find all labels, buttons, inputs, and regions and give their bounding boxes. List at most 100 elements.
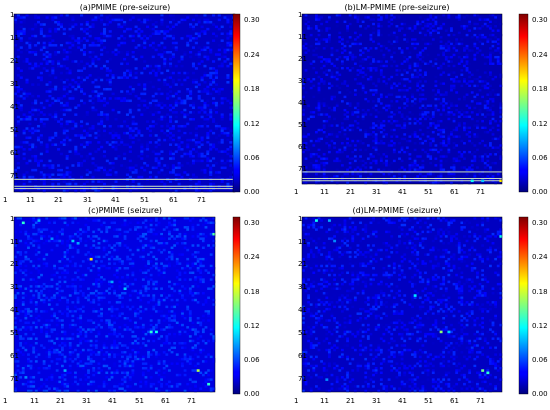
heatmap-cell bbox=[160, 235, 163, 238]
heatmap-cell bbox=[55, 303, 59, 306]
heatmap-cell bbox=[189, 94, 193, 98]
heatmap-cell bbox=[65, 104, 69, 107]
heatmap-cell bbox=[338, 29, 342, 32]
heatmap-cell bbox=[327, 33, 331, 37]
heatmap-cell bbox=[162, 292, 166, 295]
heatmap-cell bbox=[76, 353, 80, 356]
heatmap-cell bbox=[398, 168, 401, 171]
heatmap-cell bbox=[143, 108, 147, 112]
heatmap-cell bbox=[97, 134, 101, 137]
heatmap-cell bbox=[31, 113, 35, 116]
heatmap-cell bbox=[486, 175, 490, 178]
heatmap-cell bbox=[71, 37, 75, 40]
heatmap-cell bbox=[348, 51, 352, 54]
heatmap-cell bbox=[63, 280, 67, 284]
heatmap-cell bbox=[203, 74, 207, 77]
heatmap-cell bbox=[31, 155, 35, 158]
heatmap-cell bbox=[66, 255, 70, 259]
heatmap-cell bbox=[366, 25, 370, 28]
heatmap-cell bbox=[201, 360, 205, 363]
heatmap-cell bbox=[162, 237, 166, 240]
heatmap-cell bbox=[212, 87, 216, 91]
heatmap-cell bbox=[24, 310, 28, 313]
heatmap-cell bbox=[154, 99, 158, 103]
heatmap-cell bbox=[442, 131, 446, 134]
heatmap-cell bbox=[31, 101, 35, 105]
heatmap-cell bbox=[105, 69, 109, 72]
heatmap-cell bbox=[137, 175, 141, 179]
heatmap-cell bbox=[137, 182, 141, 186]
heatmap-cell bbox=[47, 235, 51, 238]
heatmap-cell bbox=[39, 134, 43, 137]
heatmap-cell bbox=[16, 120, 20, 123]
heatmap-cell bbox=[398, 124, 401, 127]
heatmap-cell bbox=[346, 172, 349, 176]
colorbar-tick-label: 0.24 bbox=[532, 51, 548, 59]
heatmap-cell bbox=[117, 41, 121, 45]
heatmap-cell bbox=[107, 367, 111, 370]
heatmap-cell bbox=[16, 64, 20, 68]
heatmap-cell bbox=[143, 99, 147, 103]
heatmap-cell bbox=[335, 104, 339, 107]
heatmap-cell bbox=[387, 144, 391, 147]
heatmap-cell bbox=[80, 81, 84, 84]
heatmap-cell bbox=[29, 289, 33, 293]
heatmap-cell bbox=[220, 141, 224, 144]
heatmap-cell bbox=[322, 102, 326, 105]
heatmap-cell bbox=[102, 27, 107, 31]
heatmap-cell bbox=[403, 137, 407, 141]
heatmap-cell bbox=[374, 104, 378, 107]
heatmap-cell bbox=[62, 87, 66, 91]
heatmap-cell bbox=[37, 276, 41, 279]
heatmap-cell bbox=[118, 285, 122, 288]
heatmap-cell bbox=[302, 31, 305, 35]
heatmap-cell bbox=[379, 159, 383, 163]
heatmap-cell bbox=[114, 48, 118, 52]
heatmap-cell bbox=[209, 74, 213, 77]
heatmap-cell bbox=[489, 38, 492, 41]
heatmap-cell bbox=[97, 303, 101, 306]
heatmap-cell bbox=[431, 139, 435, 143]
heatmap-cell bbox=[157, 78, 161, 82]
heatmap-cell bbox=[48, 173, 52, 177]
heatmap-cell bbox=[465, 44, 469, 48]
heatmap-cell bbox=[457, 124, 461, 127]
heatmap-cell bbox=[136, 292, 140, 295]
heatmap-cell bbox=[71, 292, 75, 295]
heatmap-cell bbox=[82, 30, 86, 33]
heatmap-cell bbox=[322, 82, 326, 85]
heatmap-cell bbox=[148, 141, 152, 144]
heatmap-cell bbox=[58, 230, 62, 234]
heatmap-cell bbox=[189, 25, 193, 29]
heatmap-cell bbox=[113, 307, 116, 311]
heatmap-cell bbox=[102, 32, 107, 35]
heatmap-cell bbox=[59, 14, 63, 17]
heatmap-cell bbox=[468, 181, 472, 185]
heatmap-cell bbox=[229, 148, 233, 151]
heatmap-cell bbox=[68, 138, 72, 142]
heatmap-cell bbox=[447, 49, 451, 52]
heatmap-cell bbox=[37, 296, 41, 300]
heatmap-cell bbox=[413, 131, 417, 134]
heatmap-cell bbox=[314, 38, 318, 41]
heatmap-cell bbox=[117, 189, 121, 193]
heatmap-cell bbox=[212, 280, 216, 284]
heatmap-cell bbox=[165, 242, 169, 245]
heatmap-cell bbox=[65, 143, 69, 146]
heatmap-cell bbox=[14, 244, 17, 247]
heatmap-cell bbox=[125, 50, 130, 54]
colorbar-tick-label: 0.24 bbox=[244, 51, 260, 59]
heatmap-cell bbox=[188, 278, 192, 281]
heatmap-cell bbox=[191, 46, 196, 49]
heatmap-cell bbox=[302, 38, 305, 41]
heatmap-cell bbox=[111, 136, 115, 140]
heatmap-cell bbox=[154, 92, 158, 96]
heatmap-cell bbox=[58, 298, 62, 302]
heatmap-cell bbox=[71, 164, 75, 167]
heatmap-cell bbox=[25, 14, 29, 17]
heatmap-cell bbox=[154, 232, 158, 236]
heatmap-cell bbox=[89, 330, 93, 334]
heatmap-cell bbox=[105, 230, 109, 234]
heatmap-cell bbox=[188, 317, 192, 320]
heatmap-cell bbox=[366, 144, 370, 147]
